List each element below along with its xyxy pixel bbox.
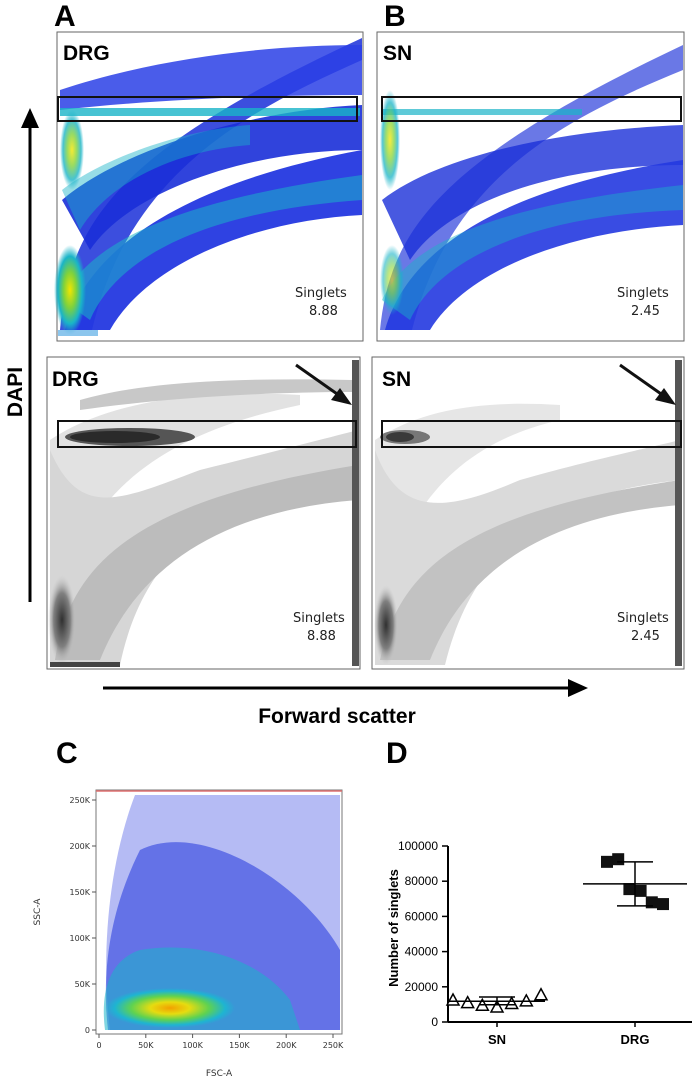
flow-plot-drg-density: DRG Singlets 8.88 bbox=[46, 356, 361, 670]
category-label: DRG bbox=[621, 1032, 650, 1047]
category-label: SN bbox=[488, 1032, 506, 1047]
data-point-triangle bbox=[504, 995, 519, 1010]
y-tick-label: 80000 bbox=[405, 874, 439, 888]
event-cloud bbox=[380, 45, 683, 330]
panel-letter-c: C bbox=[56, 737, 78, 770]
plot-label: SN bbox=[383, 42, 412, 65]
singlets-gate bbox=[57, 96, 358, 122]
y-tick-label: 0 bbox=[431, 1015, 438, 1029]
data-points bbox=[445, 853, 687, 1013]
data-point-square bbox=[634, 884, 647, 897]
y-tick-label: 40000 bbox=[405, 945, 439, 959]
y-ticks: 0 50K 100K 150K 200K 250K bbox=[69, 796, 96, 1035]
singlets-gate bbox=[57, 420, 357, 448]
x-tick-label: 100K bbox=[182, 1041, 203, 1050]
gate-value: 8.88 bbox=[307, 629, 336, 644]
arrow-icon bbox=[295, 363, 352, 405]
y-tick-label: 50K bbox=[75, 980, 91, 989]
y-ticks: 0 20000 40000 60000 80000 100000 bbox=[398, 839, 448, 1029]
panel-letter-d: D bbox=[386, 737, 408, 770]
y-axis-label: DAPI bbox=[4, 367, 27, 417]
singlets-gate bbox=[381, 420, 682, 448]
y-axis-label: Number of singlets bbox=[386, 869, 401, 987]
gate-name: Singlets bbox=[293, 611, 345, 626]
gate-name: Singlets bbox=[617, 611, 669, 626]
plot-label: DRG bbox=[52, 368, 99, 391]
y-axis-arrow bbox=[21, 108, 39, 602]
plot-label: SN bbox=[382, 368, 411, 391]
gate-value: 8.88 bbox=[309, 304, 338, 319]
x-tick-label: 250K bbox=[323, 1041, 344, 1050]
data-point-triangle bbox=[533, 987, 549, 1001]
x-tick-label: 0 bbox=[96, 1041, 101, 1050]
singlets-dot-plot: Number of singlets 0 20000 40000 60000 80000… bbox=[386, 839, 692, 1047]
x-axis-label: Forward scatter bbox=[258, 705, 416, 728]
data-point-square bbox=[657, 898, 669, 911]
event-cloud bbox=[54, 38, 362, 336]
x-axis-arrow bbox=[103, 679, 588, 697]
data-point-triangle bbox=[460, 995, 475, 1009]
data-point-square bbox=[601, 855, 613, 868]
gate-name: Singlets bbox=[617, 286, 669, 301]
flow-plot-sn-pseudocolor: SN Singlets 2.45 bbox=[376, 31, 685, 342]
data-point-square bbox=[623, 883, 636, 896]
x-ticks: 0 50K 100K 150K 200K 250K bbox=[96, 1034, 344, 1050]
event-cloud bbox=[103, 795, 341, 1030]
y-tick-label: 100000 bbox=[398, 839, 438, 853]
x-tick-label: 150K bbox=[229, 1041, 250, 1050]
category-labels: SN DRG bbox=[488, 1022, 649, 1047]
gate-name: Singlets bbox=[295, 286, 347, 301]
plot-label: DRG bbox=[63, 42, 110, 65]
y-tick-label: 20000 bbox=[405, 980, 439, 994]
flow-plot-fsc-ssc: FSC-A SSC-A 0 50K 100K 150K 200K 250K 0 50K 100… bbox=[33, 789, 344, 1079]
panel-letter-a: A bbox=[54, 0, 76, 33]
x-tick-label: 50K bbox=[138, 1041, 154, 1050]
y-tick-label: 250K bbox=[69, 796, 90, 805]
panel-letter-b: B bbox=[384, 0, 406, 33]
y-tick-label: 100K bbox=[69, 934, 90, 943]
gate-value: 2.45 bbox=[631, 629, 660, 644]
flow-plot-sn-density: SN Singlets 2.45 bbox=[371, 356, 685, 670]
y-axis-label: SSC-A bbox=[33, 898, 43, 926]
x-tick-label: 200K bbox=[276, 1041, 297, 1050]
gate-value: 2.45 bbox=[631, 304, 660, 319]
data-point-triangle bbox=[445, 992, 461, 1006]
y-tick-label: 200K bbox=[69, 842, 90, 851]
arrow-icon bbox=[619, 363, 676, 405]
flow-plot-drg-pseudocolor: DRG Singlets 8.88 bbox=[54, 31, 364, 342]
data-point-square bbox=[612, 853, 625, 866]
data-point-triangle bbox=[519, 993, 534, 1007]
singlets-gate bbox=[381, 96, 682, 122]
y-tick-label: 0 bbox=[85, 1026, 90, 1035]
density-cloud bbox=[374, 360, 682, 666]
x-axis-label: FSC-A bbox=[206, 1069, 233, 1079]
data-point-triangle bbox=[489, 999, 505, 1013]
density-cloud bbox=[48, 360, 359, 667]
y-tick-label: 150K bbox=[69, 888, 90, 897]
y-tick-label: 60000 bbox=[405, 909, 439, 923]
